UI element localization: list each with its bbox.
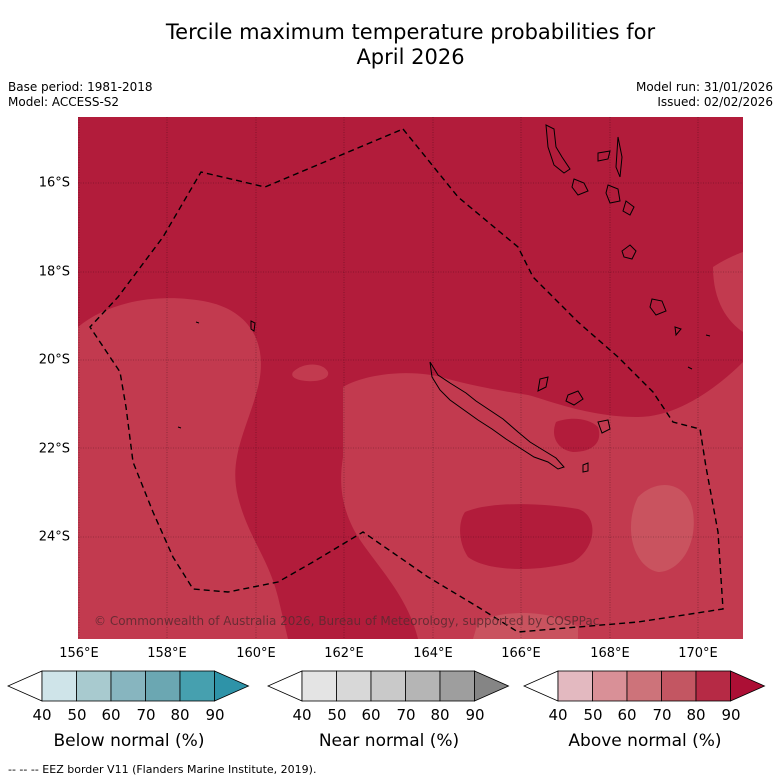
colorbar-segment — [370, 670, 406, 702]
tick-label: 60 — [617, 706, 637, 724]
lon-label: 162°E — [324, 646, 364, 661]
lat-label: 18°S — [38, 264, 70, 280]
colorbar-segment — [405, 670, 441, 702]
tick-label: 40 — [32, 706, 52, 724]
colorbar-above-title: Above normal (%) — [568, 731, 722, 751]
tick-label: 90 — [721, 706, 741, 724]
colorbar-extend-low — [267, 670, 303, 702]
lon-label: 168°E — [590, 646, 630, 661]
lon-label: 170°E — [678, 646, 718, 661]
tick-label: 80 — [686, 706, 706, 724]
model-run: Model run: 31/01/2026 — [635, 80, 773, 94]
colorbar-segment — [439, 670, 475, 702]
field-above-70-80-west — [78, 298, 288, 639]
lat-label: 22°S — [38, 441, 70, 457]
colorbar-segment — [557, 670, 593, 702]
meta-left: Base period: 1981-2018 Model: ACCESS-S2 — [8, 80, 153, 110]
vanuatu-coast — [545, 124, 682, 337]
lon-label: 166°E — [501, 646, 541, 661]
issued-date: Issued: 02/02/2026 — [657, 95, 773, 109]
colorbar-extend-low — [7, 670, 43, 702]
loyalty-islands — [537, 376, 611, 473]
colorbar-segment — [110, 670, 146, 702]
tick-label: 60 — [101, 706, 121, 724]
field-above-70-80-east — [341, 362, 743, 639]
colorbar-segment — [41, 670, 77, 702]
lon-label: 164°E — [413, 646, 453, 661]
tick-label: 60 — [361, 706, 381, 724]
chart-title: Tercile maximum temperature probabilitie… — [0, 20, 781, 70]
tick-label: 50 — [583, 706, 603, 724]
lon-label: 160°E — [236, 646, 276, 661]
colorbar-extend-high — [214, 670, 250, 702]
model-name: Model: ACCESS-S2 — [8, 95, 120, 109]
tick-label: 40 — [292, 706, 312, 724]
tick-label: 80 — [430, 706, 450, 724]
tick-label: 90 — [465, 706, 485, 724]
small-islands — [177, 320, 711, 429]
colorbar-extend-high — [474, 670, 510, 702]
tick-label: 90 — [205, 706, 225, 724]
eez-border — [89, 128, 724, 633]
colorbar-segment — [179, 670, 215, 702]
tick-label: 70 — [652, 706, 672, 724]
tick-label: 70 — [396, 706, 416, 724]
field-above-70-80-spot — [292, 364, 329, 382]
lat-label: 16°S — [38, 175, 70, 191]
colorbar-segment — [145, 670, 181, 702]
title-line-2: April 2026 — [356, 45, 465, 69]
coastlines — [177, 124, 711, 473]
tick-label: 40 — [548, 706, 568, 724]
tick-label: 80 — [170, 706, 190, 724]
colorbar-extend-high — [730, 670, 766, 702]
colorbar-segment — [336, 670, 372, 702]
field-above-80-90-pocket — [460, 504, 593, 569]
colorbar-segment — [301, 670, 337, 702]
meta-right: Model run: 31/01/2026 Issued: 02/02/2026 — [636, 80, 773, 110]
field-above-60-70 — [630, 485, 694, 572]
field-above-80-90-pocket2 — [553, 418, 600, 452]
field-above-70-80-ne — [713, 252, 743, 332]
lon-label: 158°E — [147, 646, 187, 661]
colorbar-below-title: Below normal (%) — [53, 731, 205, 751]
colorbar-segment — [592, 670, 628, 702]
tick-label: 50 — [67, 706, 87, 724]
lat-label: 20°S — [38, 352, 70, 368]
tick-label: 70 — [136, 706, 156, 724]
colorbar-below — [7, 670, 250, 702]
colorbar-segment — [661, 670, 697, 702]
colorbar-segment — [626, 670, 662, 702]
new-caledonia-coast — [429, 361, 565, 470]
colorbar-near-title: Near normal (%) — [318, 731, 460, 751]
base-period: Base period: 1981-2018 — [8, 80, 153, 94]
lat-label: 24°S — [38, 529, 70, 545]
colorbar-extend-low — [523, 670, 559, 702]
gridlines — [78, 117, 743, 639]
tick-label: 50 — [327, 706, 347, 724]
colorbar-near — [267, 670, 510, 702]
colorbar-above — [523, 670, 766, 702]
colorbar-segment — [76, 670, 112, 702]
title-line-1: Tercile maximum temperature probabilitie… — [165, 20, 656, 44]
copyright-text: © Commonwealth of Australia 2026, Bureau… — [94, 614, 600, 628]
eez-legend: -- -- -- EEZ border V11 (Flanders Marine… — [8, 763, 317, 776]
colorbar-segment — [695, 670, 731, 702]
lon-label: 156°E — [59, 646, 99, 661]
probability-map[interactable] — [78, 117, 743, 639]
